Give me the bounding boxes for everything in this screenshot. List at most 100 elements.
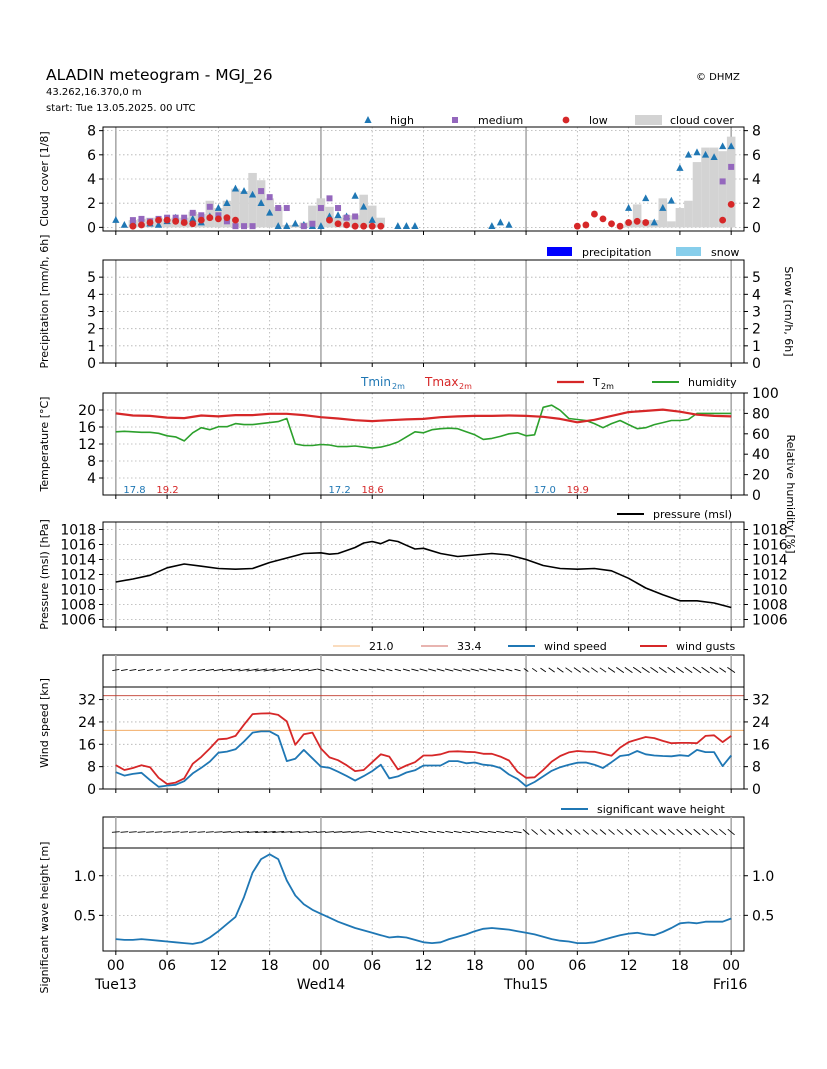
wind-direction-arrow — [616, 667, 625, 673]
low-cloud-point — [172, 217, 180, 225]
pressure-y-tick-label-right: 1010 — [752, 583, 788, 599]
wave-direction-arrow — [487, 830, 497, 834]
precip-y-tick-label: 4 — [87, 287, 96, 303]
wind-direction-arrow — [523, 668, 529, 672]
wave-direction-arrow — [333, 831, 343, 833]
clouds-y-tick-label-right: 0 — [752, 220, 761, 236]
wave-direction-arrow — [137, 831, 146, 833]
legend-t2m-sub: 2m — [601, 382, 614, 391]
high-cloud-point — [394, 222, 402, 229]
waves-y-tick-label: 0.5 — [74, 908, 96, 924]
medium-cloud-point — [223, 218, 230, 225]
time-tick-label: 18 — [671, 958, 689, 974]
medium-cloud-point — [343, 214, 350, 221]
wave-direction-arrow — [693, 828, 701, 836]
wind-y-tick-label: 16 — [78, 737, 96, 753]
time-tick-label: 00 — [312, 958, 330, 974]
wind-direction-arrow — [719, 667, 727, 673]
time-tick-label: 18 — [466, 958, 484, 974]
wave-direction-arrow — [171, 831, 180, 833]
pressure-y-tick-label: 1008 — [60, 598, 96, 614]
temp-y-tick-label: 16 — [78, 420, 96, 436]
wind-direction-arrow — [368, 668, 376, 672]
wind-direction-arrow — [189, 668, 197, 672]
medium-cloud-point — [283, 205, 290, 212]
legend-cloud-cover-label: cloud cover — [670, 114, 734, 127]
wind-direction-arrow — [230, 668, 241, 672]
time-tick-label: 06 — [363, 958, 381, 974]
wave-direction-arrow — [479, 830, 488, 834]
wind-y-tick-label-right: 0 — [752, 782, 761, 798]
t2m-line — [115, 408, 732, 424]
wind-direction-arrow — [213, 668, 224, 672]
wave-direction-arrow — [531, 829, 538, 835]
wave-direction-arrow — [188, 831, 197, 833]
wind-y-tick-label: 0 — [87, 782, 96, 798]
low-cloud-point — [360, 222, 368, 230]
low-cloud-point — [351, 222, 359, 230]
wave-direction-arrow — [565, 829, 573, 835]
wind-direction-arrow — [419, 668, 428, 672]
clouds-y-tick-label: 4 — [87, 172, 96, 188]
wave-direction-arrow — [359, 831, 368, 833]
high-cloud-point — [274, 222, 282, 229]
wind-direction-arrow — [376, 668, 385, 672]
wind-direction-arrow — [411, 668, 419, 672]
tmax-annotation: 19.9 — [567, 485, 589, 496]
page-title: ALADIN meteogram - MGJ_26 — [46, 66, 273, 84]
high-cloud-point — [231, 184, 240, 192]
medium-cloud-point — [258, 188, 265, 195]
temp-y-tick-label: 12 — [78, 437, 96, 453]
wave-direction-arrow — [710, 828, 718, 836]
wind-direction-arrow — [282, 668, 292, 672]
legend-threshold-21-label: 21.0 — [369, 640, 394, 653]
high-cloud-point — [120, 220, 128, 228]
legend-tmax-label: Tmax — [424, 375, 458, 389]
wind-y-tick-label: 8 — [87, 760, 96, 776]
wave-direction-arrow — [263, 831, 276, 833]
pressure-y-tick-label-right: 1014 — [752, 553, 788, 569]
wind-y-tick-label: 32 — [78, 693, 96, 709]
high-cloud-point — [693, 148, 701, 156]
legend-tmax-sub: 2m — [459, 382, 472, 391]
wave-direction-arrow — [548, 829, 555, 835]
low-cloud-point — [155, 216, 162, 224]
legend-wave-height-label: significant wave height — [597, 803, 726, 816]
wind-direction-arrow — [590, 667, 598, 673]
clouds-y-tick-label: 6 — [87, 148, 96, 164]
clouds-y-tick-label: 2 — [87, 196, 96, 212]
wave-direction-arrow — [633, 829, 641, 835]
tmax-annotation: 18.6 — [361, 485, 383, 496]
high-cloud-point — [112, 216, 120, 223]
precip-y-tick-label-right: 5 — [752, 270, 761, 286]
low-cloud-point — [719, 216, 727, 224]
cloud-cover-bar — [273, 206, 283, 228]
legend-humidity-label: humidity — [688, 376, 737, 389]
low-cloud-point — [608, 220, 615, 228]
cloud-cover-bar — [248, 172, 257, 228]
legend-snow-label: snow — [711, 246, 739, 259]
wind-direction-arrow — [573, 667, 581, 673]
time-tick-label: 00 — [722, 958, 740, 974]
legend-snow-swatch — [676, 247, 701, 256]
wave-direction-arrow — [719, 828, 727, 836]
wind-gusts-line — [115, 712, 732, 785]
wind-direction-arrow — [701, 666, 710, 674]
pressure-y-tick-label-right: 1008 — [752, 598, 788, 614]
wind-direction-arrow — [479, 668, 488, 672]
temp-y-tick-label: 20 — [78, 403, 96, 419]
wind-direction-arrow — [197, 668, 206, 672]
pressure-y-tick-label-right: 1012 — [752, 568, 788, 584]
wind-direction-arrow — [436, 668, 445, 672]
legend-t2m-label: T — [592, 376, 600, 389]
low-cloud-point — [625, 219, 633, 226]
wind-direction-arrow — [684, 667, 693, 673]
wind-direction-arrow — [727, 666, 736, 674]
cloud-cover-bar — [376, 217, 386, 228]
copyright: © DHMZ — [696, 72, 740, 83]
wind-y-tick-label: 24 — [78, 715, 96, 731]
medium-cloud-point — [275, 205, 282, 212]
wind-direction-arrow — [137, 668, 145, 672]
cloud-cover-bar — [709, 147, 719, 228]
cloud-cover-bar — [231, 188, 240, 228]
